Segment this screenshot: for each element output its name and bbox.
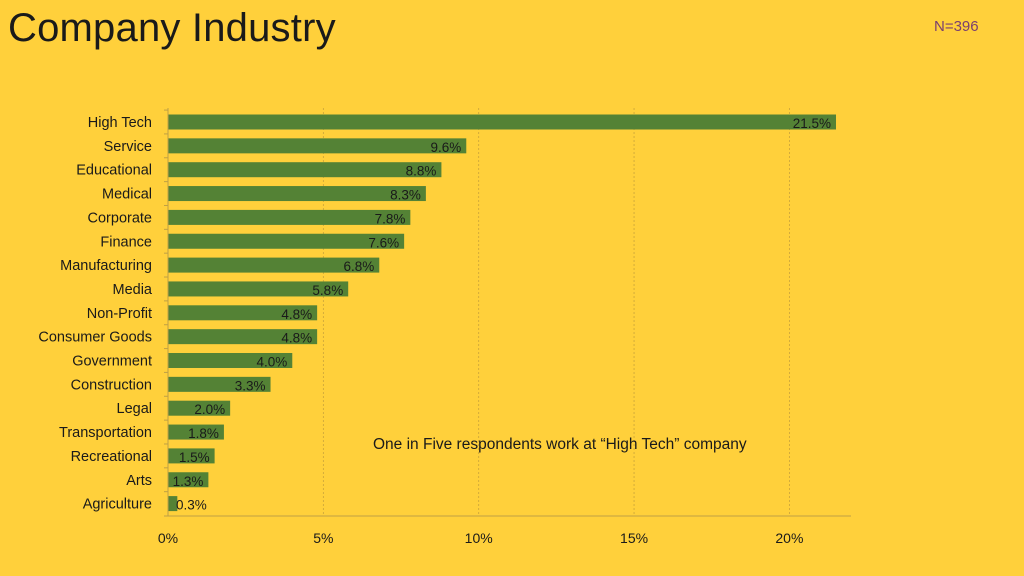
category-label: Consumer Goods	[38, 330, 152, 346]
value-label: 4.8%	[281, 331, 312, 346]
bar-medical	[168, 186, 426, 202]
category-label: Legal	[117, 401, 152, 417]
bar-transportation	[168, 424, 224, 440]
category-label: Service	[104, 139, 152, 155]
value-label: 1.8%	[188, 426, 219, 441]
category-label: Recreational	[71, 449, 152, 465]
category-label: Medical	[102, 187, 152, 203]
value-label: 1.3%	[173, 474, 204, 489]
page-title: Company Industry	[8, 6, 336, 50]
value-label: 2.0%	[194, 402, 225, 417]
bar-consumer-goods	[168, 329, 318, 345]
bars: 21.5%9.6%8.8%8.3%7.8%7.6%6.8%5.8%4.8%4.8…	[168, 114, 837, 513]
category-label: Non-Profit	[87, 306, 152, 322]
category-label: Transportation	[59, 425, 152, 441]
bar-agriculture	[168, 496, 178, 512]
bar-corporate	[168, 209, 411, 225]
category-label: Arts	[126, 473, 152, 489]
x-tick-label: 10%	[465, 530, 493, 546]
category-label: Manufacturing	[60, 258, 152, 274]
chart-annotation: One in Five respondents work at “High Te…	[373, 436, 747, 453]
category-label: Government	[72, 354, 152, 370]
x-tick-label: 5%	[313, 530, 333, 546]
value-label: 8.3%	[390, 188, 421, 203]
x-tick-label: 0%	[158, 530, 178, 546]
category-label: Educational	[76, 163, 152, 179]
bar-construction	[168, 376, 271, 392]
value-label: 21.5%	[793, 116, 831, 131]
x-tick-label: 20%	[775, 530, 803, 546]
value-label: 4.0%	[256, 355, 287, 370]
value-label: 5.8%	[312, 283, 343, 298]
value-label: 8.8%	[406, 164, 437, 179]
category-label: Corporate	[88, 210, 152, 226]
sample-size-label: N=396	[934, 18, 979, 35]
bar-recreational	[168, 448, 215, 464]
value-label: 7.8%	[375, 211, 406, 226]
value-label: 3.3%	[235, 378, 266, 393]
x-tick-label: 15%	[620, 530, 648, 546]
category-label: Agriculture	[83, 497, 152, 513]
bar-manufacturing	[168, 257, 380, 273]
bar-high-tech	[168, 114, 837, 130]
value-label: 6.8%	[343, 259, 374, 274]
category-label: Finance	[100, 234, 152, 250]
bar-finance	[168, 233, 405, 249]
value-label: 4.8%	[281, 307, 312, 322]
category-label: Construction	[71, 377, 152, 393]
bar-educational	[168, 162, 442, 178]
bar-non-profit	[168, 305, 318, 321]
category-label: High Tech	[88, 115, 152, 131]
value-label: 1.5%	[179, 450, 210, 465]
category-label: Media	[113, 282, 153, 298]
bar-legal	[168, 400, 231, 416]
value-label: 9.6%	[430, 140, 461, 155]
bar-media	[168, 281, 349, 297]
axes: 0% 5% 10% 15% 20% High Tech Service Educational…	[38, 108, 851, 546]
bar-government	[168, 353, 293, 368]
bar-arts	[168, 472, 209, 488]
value-label: 7.6%	[368, 235, 399, 250]
value-label: 0.3%	[176, 498, 207, 513]
bar-service	[168, 138, 467, 154]
